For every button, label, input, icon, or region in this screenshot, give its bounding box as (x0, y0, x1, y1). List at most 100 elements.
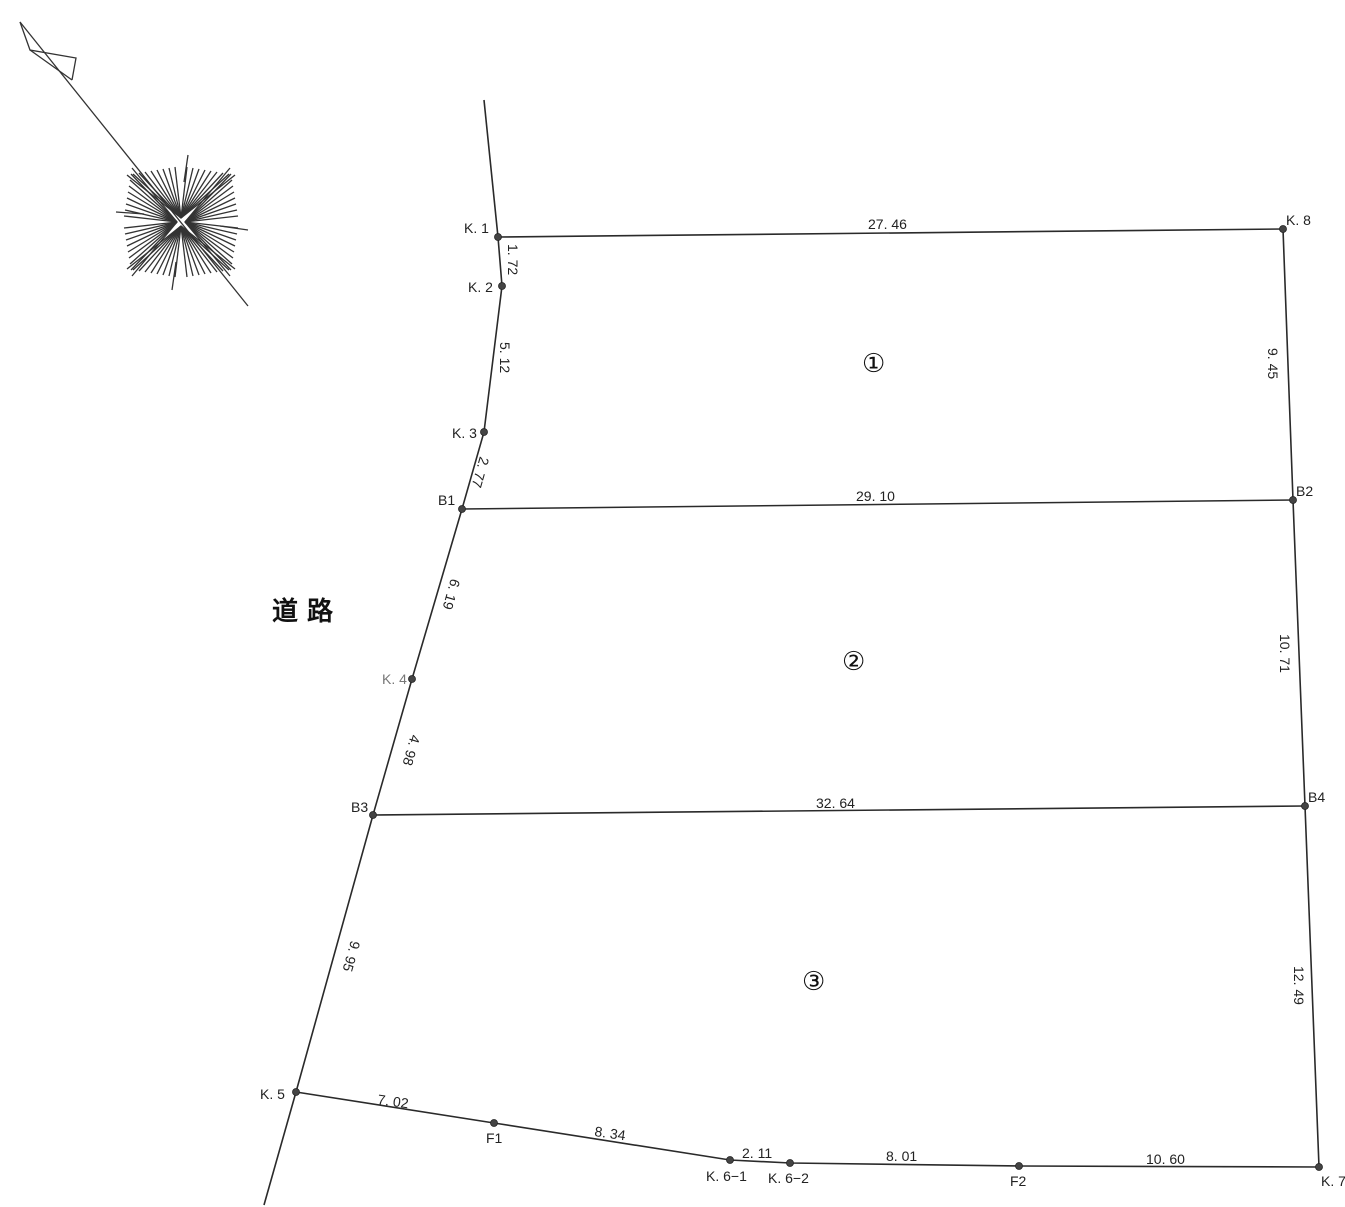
rose-ray (127, 221, 178, 253)
point-b3 (369, 811, 377, 819)
point-f2 (1015, 1162, 1023, 1170)
rose-ray (180, 169, 206, 219)
label-f2: F2 (1010, 1173, 1027, 1189)
point-k8 (1279, 225, 1287, 233)
survey-points (292, 225, 1323, 1171)
rose-ray (126, 221, 178, 247)
rose-ray (174, 225, 182, 278)
south-boundary (295, 1091, 1320, 1168)
rose-ray (129, 221, 178, 265)
rose-ray (130, 221, 178, 271)
dim-k8-b2: 9. 45 (1265, 348, 1281, 379)
point-k3 (480, 428, 488, 436)
point-k2 (498, 282, 506, 290)
road-label: 道 路 (272, 596, 334, 627)
rose-ray (150, 170, 182, 219)
rose-ray (162, 168, 182, 219)
point-k6-1 (726, 1156, 734, 1164)
rose-ray (184, 221, 237, 241)
rose-ray (128, 185, 178, 223)
rose-ray (138, 172, 182, 219)
rose-ray (126, 197, 178, 223)
dim-b3-b4: 32. 64 (816, 795, 855, 811)
rose-ray (180, 225, 206, 275)
label-b4: B4 (1308, 789, 1325, 805)
rose-ray (131, 221, 178, 277)
label-k5: K. 5 (260, 1086, 285, 1102)
rose-ray (168, 225, 182, 277)
rose-ray (180, 172, 224, 219)
point-b4 (1301, 802, 1309, 810)
rose-ray (127, 191, 178, 223)
rose-ray (180, 170, 212, 219)
rose-ray (180, 225, 236, 270)
north-boundary (497, 228, 1284, 238)
lot-1-label: ① (862, 349, 885, 379)
rose-ray (123, 215, 178, 223)
dim-b4-k7: 12. 49 (1291, 966, 1307, 1005)
point-f1 (490, 1119, 498, 1127)
dim-b3-k5: 9. 95 (339, 939, 363, 974)
dim-k5-f1: 7. 02 (377, 1091, 410, 1111)
rose-ray (124, 221, 178, 235)
label-k3: K. 3 (452, 425, 477, 441)
rose-ray (131, 167, 178, 223)
rose-ray (184, 203, 237, 223)
rose-ray (125, 203, 178, 223)
rose-ray (184, 167, 231, 223)
division-b1-b2 (461, 499, 1294, 510)
rose-ray (180, 225, 224, 272)
dim-b2-b4: 10. 71 (1277, 634, 1293, 673)
rose-ray (180, 168, 200, 219)
point-k1 (494, 233, 502, 241)
rose-ray (144, 171, 182, 219)
dim-k2-k3: 5. 12 (497, 342, 513, 373)
road-line-north (483, 99, 499, 238)
rose-ray (184, 221, 233, 265)
label-k1: K. 1 (464, 220, 489, 236)
rose-ray (150, 225, 182, 274)
rose-ray (180, 225, 188, 278)
rose-ray (156, 225, 182, 275)
label-k8: K. 8 (1286, 212, 1311, 228)
rose-ray (180, 171, 218, 219)
rose-ray (156, 169, 182, 219)
north-arrow-icon (19, 21, 249, 307)
division-b3-b4 (372, 805, 1306, 816)
rose-ray (184, 221, 232, 271)
dimension-labels: 27. 46 1. 72 5. 12 2. 77 9. 45 29. 10 6.… (339, 216, 1307, 1167)
label-f1: F1 (486, 1130, 503, 1146)
rose-ray (180, 166, 188, 219)
rose-ray (123, 221, 178, 229)
dim-k1-k8: 27. 46 (868, 216, 907, 232)
rose-ray (180, 225, 200, 276)
rose-ray (184, 221, 235, 253)
point-labels: K. 1 K. 2 K. 3 B1 K. 4 B3 K. 5 F1 K. 6−1… (260, 212, 1345, 1189)
lot-3-label: ③ (802, 967, 825, 997)
rose-ray (126, 174, 182, 219)
rose-ray (162, 225, 182, 276)
dim-b1-k4: 6. 19 (439, 577, 463, 612)
rose-ray (138, 225, 182, 272)
rose-ray (174, 166, 182, 219)
rose-ray (184, 209, 238, 223)
point-k6-2 (786, 1159, 794, 1167)
rose-ray (124, 209, 178, 223)
label-k6-2: K. 6−2 (768, 1170, 809, 1186)
rose-ray (184, 215, 239, 223)
dim-k1-k2: 1. 72 (505, 244, 521, 275)
west-boundary (295, 236, 503, 1093)
rose-ray (130, 173, 178, 223)
label-k7: K. 7 (1321, 1173, 1345, 1189)
point-b1 (458, 505, 466, 513)
rose-ray (126, 225, 182, 270)
rose-ray (180, 225, 230, 271)
rose-ray (184, 185, 234, 223)
dim-f1-k6-1: 8. 34 (594, 1123, 627, 1143)
dim-k4-b3: 4. 98 (399, 733, 423, 768)
label-k4: K. 4 (382, 671, 407, 687)
rose-ray (184, 221, 238, 235)
rose-ray (184, 173, 232, 223)
dim-k6-2-f2: 8. 01 (886, 1148, 917, 1164)
rose-ray (184, 197, 236, 223)
